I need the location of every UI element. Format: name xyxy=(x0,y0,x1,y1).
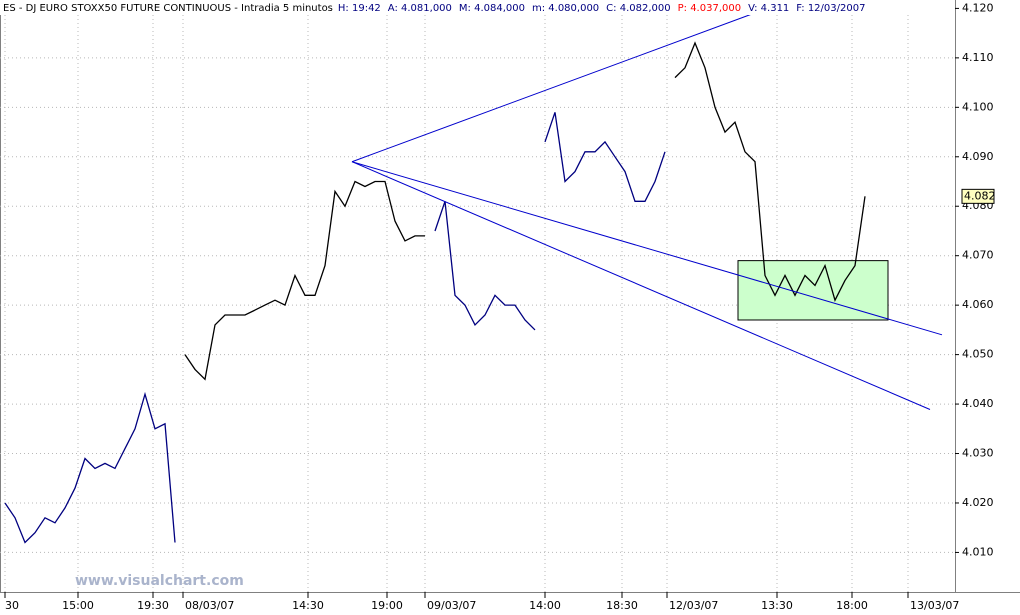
x-tick-label: 08/03/07 xyxy=(185,599,234,612)
y-tick-label: 4.060 xyxy=(962,298,994,311)
x-tick-label: 15:00 xyxy=(62,599,94,612)
y-tick-label: 4.020 xyxy=(962,496,994,509)
y-tick-label: 4.110 xyxy=(962,51,994,64)
header: ES - DJ EURO STOXX50 FUTURE CONTINUOUS -… xyxy=(3,3,865,14)
x-tick-label: 18:00 xyxy=(836,599,868,612)
trendline xyxy=(351,161,943,336)
x-tick-label: 09/03/07 xyxy=(427,599,476,612)
y-tick-label: 4.090 xyxy=(962,150,994,163)
last-value-label: 4.082 xyxy=(964,189,996,202)
header-field: P: 4.037,000 xyxy=(678,3,741,14)
x-tick-label: 30 xyxy=(5,599,19,612)
header-field: C: 4.082,000 xyxy=(606,3,670,14)
x-tick-label: 19:30 xyxy=(137,599,169,612)
header-field: H: 19:42 xyxy=(338,3,381,14)
y-tick-label: 4.120 xyxy=(962,1,994,14)
x-tick-label: 19:00 xyxy=(371,599,403,612)
y-tick-label: 4.050 xyxy=(962,348,994,361)
y-tick-label: 4.040 xyxy=(962,397,994,410)
trendline xyxy=(351,161,931,410)
header-field: M: 4.084,000 xyxy=(459,3,525,14)
watermark: www.visualchart.com xyxy=(75,573,244,589)
x-tick-label: 13:30 xyxy=(761,599,793,612)
last-value-box xyxy=(961,188,995,204)
trendline xyxy=(351,0,791,163)
y-tick-label: 4.010 xyxy=(962,545,994,558)
price-line xyxy=(434,201,536,331)
x-tick-label: 14:30 xyxy=(292,599,324,612)
price-line xyxy=(674,41,866,302)
header-field: m: 4.080,000 xyxy=(532,3,599,14)
price-line xyxy=(4,391,176,544)
header-bg xyxy=(0,0,955,15)
highlight-box xyxy=(737,260,889,321)
x-tick-label: 14:00 xyxy=(529,599,561,612)
x-tick-label: 18:30 xyxy=(606,599,638,612)
price-line xyxy=(184,180,425,381)
y-tick-label: 4.100 xyxy=(962,100,994,113)
y-tick-label: 4.030 xyxy=(962,447,994,460)
header-field: ES - DJ EURO STOXX50 FUTURE CONTINUOUS -… xyxy=(3,3,333,14)
header-field: V: 4.311 xyxy=(748,3,789,14)
header-field: A: 4.081,000 xyxy=(388,3,452,14)
header-field: F: 12/03/2007 xyxy=(796,3,865,14)
price-line xyxy=(544,112,666,202)
x-tick-label: 12/03/07 xyxy=(669,599,718,612)
y-tick-label: 4.070 xyxy=(962,249,994,262)
x-tick-label: 13/03/07 xyxy=(910,599,959,612)
